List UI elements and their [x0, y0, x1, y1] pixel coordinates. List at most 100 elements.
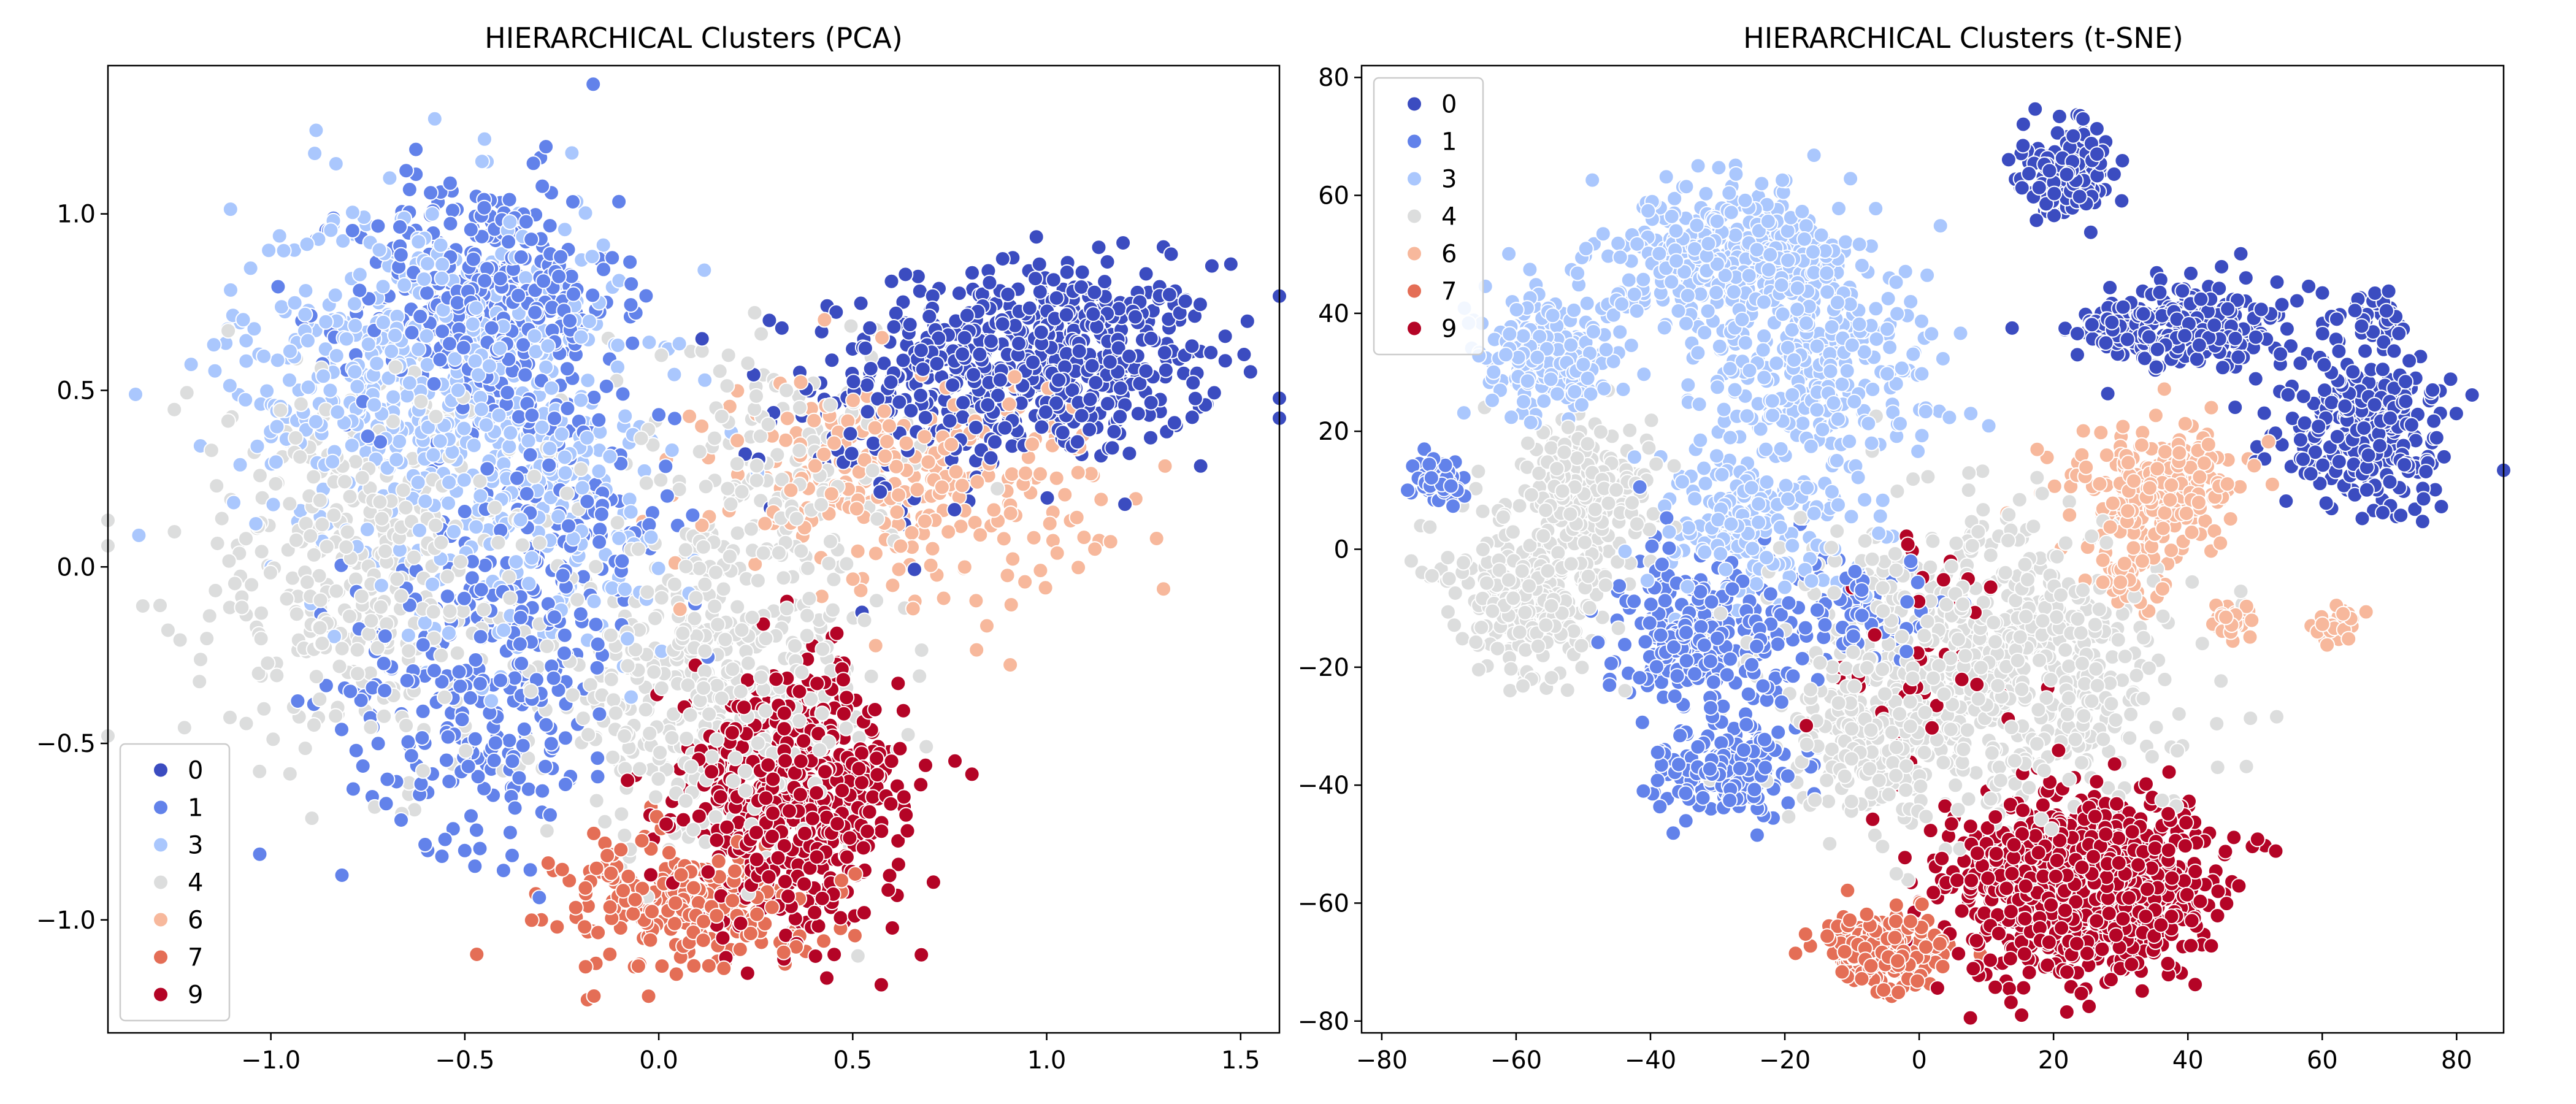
data-point-cluster-9 [807, 904, 823, 921]
data-point-cluster-3 [580, 372, 596, 389]
data-point-cluster-4 [740, 655, 756, 672]
data-point-cluster-4 [199, 631, 215, 647]
data-point-cluster-3 [446, 523, 462, 540]
data-point-cluster-9 [856, 905, 872, 921]
data-point-cluster-4 [526, 469, 542, 485]
legend-marker-7 [153, 949, 169, 965]
data-point-cluster-0 [1099, 254, 1116, 270]
data-point-cluster-4 [753, 669, 769, 686]
data-point-cluster-3 [265, 496, 282, 513]
data-point-cluster-9 [619, 772, 636, 789]
data-point-cluster-4 [737, 763, 754, 780]
data-point-cluster-0 [1032, 283, 1048, 300]
data-point-cluster-9 [765, 771, 781, 788]
data-point-cluster-0 [968, 420, 984, 435]
data-point-cluster-0 [941, 413, 958, 429]
data-point-cluster-4 [425, 604, 442, 620]
data-point-cluster-0 [853, 295, 869, 312]
data-point-cluster-0 [1192, 458, 1209, 474]
data-point-cluster-4 [564, 687, 581, 703]
data-point-cluster-6 [1018, 465, 1033, 481]
data-point-cluster-4 [433, 647, 450, 664]
data-point-cluster-1 [524, 407, 540, 424]
data-point-cluster-0 [1121, 348, 1137, 364]
data-point-cluster-3 [412, 522, 427, 539]
data-point-cluster-0 [1106, 423, 1122, 440]
data-point-cluster-4 [715, 581, 732, 597]
data-point-cluster-3 [275, 242, 292, 259]
data-point-cluster-6 [916, 429, 933, 445]
data-point-cluster-4 [415, 762, 431, 779]
data-point-cluster-1 [359, 428, 376, 445]
data-point-cluster-3 [502, 214, 518, 230]
data-point-cluster-4 [299, 574, 315, 591]
data-point-cluster-4 [305, 546, 322, 563]
data-point-cluster-3 [269, 352, 286, 369]
data-point-cluster-4 [746, 304, 763, 321]
data-point-cluster-3 [573, 392, 589, 408]
data-point-cluster-3 [540, 338, 556, 355]
data-point-cluster-1 [449, 294, 466, 311]
data-point-cluster-3 [697, 372, 713, 388]
data-point-cluster-1 [413, 776, 429, 792]
data-point-cluster-4 [697, 478, 714, 495]
data-point-cluster-1 [585, 287, 601, 304]
data-point-cluster-4 [292, 449, 309, 465]
data-point-cluster-4 [824, 602, 841, 618]
data-point-cluster-1 [512, 636, 528, 653]
data-point-cluster-4 [639, 584, 656, 600]
data-point-cluster-0 [1085, 306, 1102, 323]
data-point-cluster-1 [527, 304, 543, 321]
data-point-cluster-3 [610, 359, 626, 375]
data-point-cluster-1 [465, 251, 481, 267]
data-point-cluster-1 [472, 675, 488, 692]
data-point-cluster-4 [788, 510, 805, 527]
data-point-cluster-9 [819, 970, 835, 986]
data-point-cluster-9 [884, 920, 900, 936]
data-point-cluster-9 [810, 918, 827, 934]
data-point-cluster-9 [658, 816, 675, 832]
data-point-cluster-4 [152, 597, 168, 614]
data-point-cluster-1 [513, 249, 529, 266]
data-point-cluster-0 [1143, 429, 1159, 446]
data-point-cluster-1 [462, 689, 478, 706]
data-point-cluster-4 [353, 588, 370, 605]
data-point-cluster-3 [131, 527, 147, 543]
data-point-cluster-3 [315, 368, 332, 385]
data-point-cluster-3 [538, 359, 554, 375]
data-point-cluster-4 [397, 499, 414, 516]
data-point-cluster-4 [678, 730, 695, 746]
data-point-cluster-4 [918, 738, 935, 755]
data-point-cluster-0 [1073, 279, 1089, 295]
data-point-cluster-1 [512, 609, 529, 626]
data-point-cluster-3 [473, 153, 490, 170]
data-point-cluster-1 [535, 273, 552, 289]
data-point-cluster-4 [725, 773, 742, 789]
data-point-cluster-0 [1069, 434, 1086, 450]
data-point-cluster-9 [732, 915, 749, 932]
data-point-cluster-4 [265, 731, 282, 748]
data-point-cluster-6 [778, 432, 794, 448]
data-point-cluster-4 [452, 553, 469, 570]
data-point-cluster-3 [297, 283, 314, 299]
data-point-cluster-0 [1163, 246, 1179, 263]
data-point-cluster-3 [617, 408, 634, 424]
data-point-cluster-3 [641, 334, 657, 351]
data-point-cluster-3 [543, 380, 560, 396]
data-point-cluster-4 [678, 793, 694, 809]
data-point-cluster-4 [989, 480, 1006, 497]
data-point-cluster-6 [954, 477, 970, 494]
data-point-cluster-1 [534, 783, 551, 799]
data-point-cluster-4 [633, 430, 650, 447]
data-point-cluster-1 [623, 297, 639, 313]
data-point-cluster-3 [297, 306, 313, 323]
data-point-cluster-1 [543, 735, 559, 752]
data-point-cluster-1 [456, 590, 472, 607]
data-point-cluster-0 [955, 394, 972, 411]
data-point-cluster-0 [929, 356, 945, 372]
data-point-cluster-1 [538, 716, 554, 733]
data-point-cluster-1 [419, 285, 435, 301]
data-point-cluster-0 [1203, 344, 1219, 361]
data-point-cluster-4 [799, 627, 815, 644]
